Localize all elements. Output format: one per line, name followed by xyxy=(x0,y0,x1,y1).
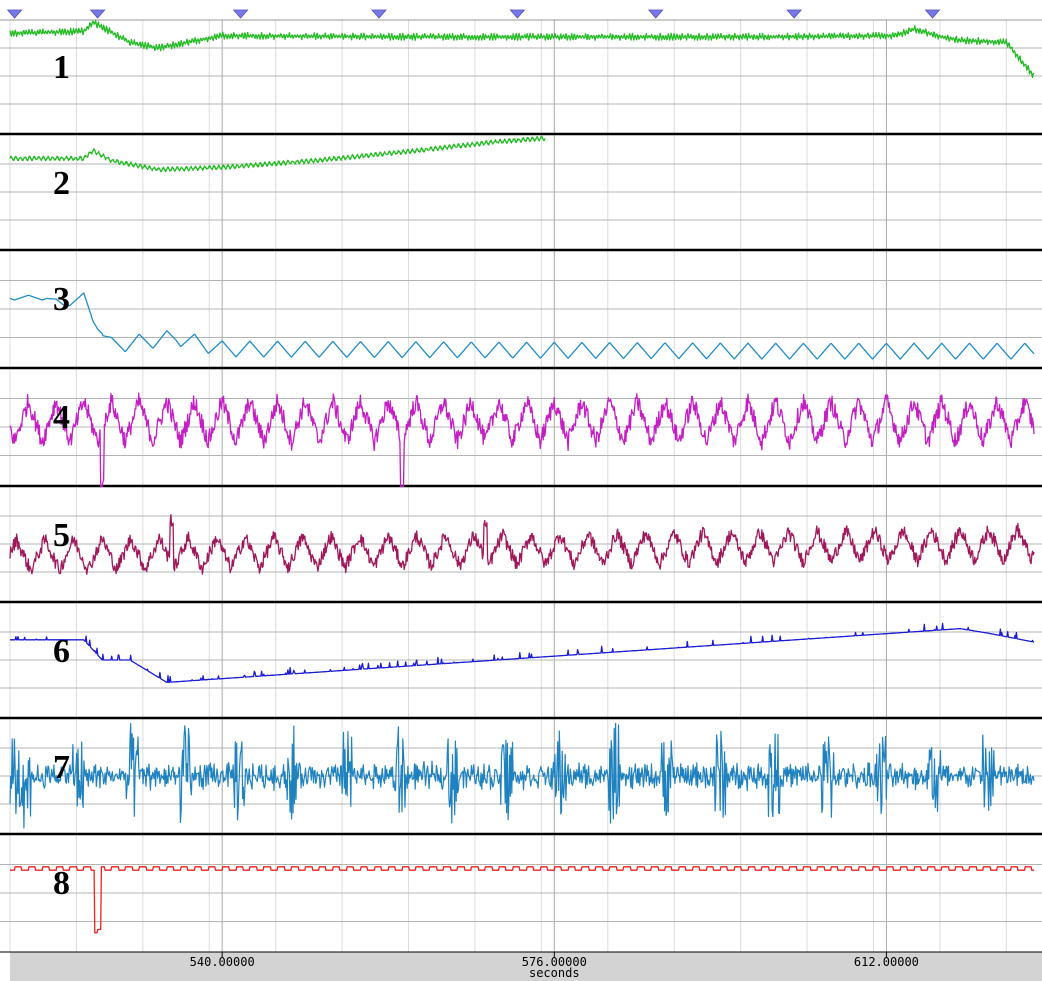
channel-6-label: 6 xyxy=(53,633,70,670)
event-marker xyxy=(232,9,249,19)
channel-3-trace xyxy=(9,292,1035,360)
channel-3: 3 xyxy=(9,281,1035,360)
channel-5-trace xyxy=(9,513,1035,575)
channel-7-trace xyxy=(9,722,1035,829)
channel-6: 6 xyxy=(10,622,1035,684)
channel-4: 4 xyxy=(9,392,1035,487)
channel-5-label: 5 xyxy=(53,517,70,554)
channel-7-label: 7 xyxy=(53,749,70,786)
channel-8: 8 xyxy=(10,865,1034,934)
channel-5: 5 xyxy=(9,513,1035,575)
event-marker xyxy=(786,9,803,19)
x-tick-label: 612.00000 xyxy=(854,955,919,969)
channel-7: 7 xyxy=(9,722,1035,829)
x-tick-label: 576.00000 xyxy=(522,955,587,969)
channel-2-trace xyxy=(9,135,546,173)
channel-2-label: 2 xyxy=(53,165,70,202)
channel-8-trace xyxy=(10,866,1034,934)
channel-2: 2 xyxy=(9,135,546,202)
channel-8-label: 8 xyxy=(53,865,70,902)
event-marker xyxy=(924,9,941,19)
channel-1-label: 1 xyxy=(53,49,70,86)
event-marker xyxy=(89,9,106,19)
channel-1-trace xyxy=(9,19,1035,79)
channel-1: 1 xyxy=(9,19,1035,86)
event-marker xyxy=(509,9,526,19)
channel-6-trace xyxy=(10,622,1035,684)
channel-4-label: 4 xyxy=(53,399,70,436)
event-marker xyxy=(647,9,664,19)
x-axis-title: seconds xyxy=(529,966,580,980)
channel-4-trace xyxy=(9,392,1035,487)
x-tick-label: 540.00000 xyxy=(190,955,255,969)
event-marker xyxy=(6,9,23,19)
channel-3-label: 3 xyxy=(53,281,70,318)
x-axis-band xyxy=(10,952,1042,981)
event-marker xyxy=(371,9,387,19)
